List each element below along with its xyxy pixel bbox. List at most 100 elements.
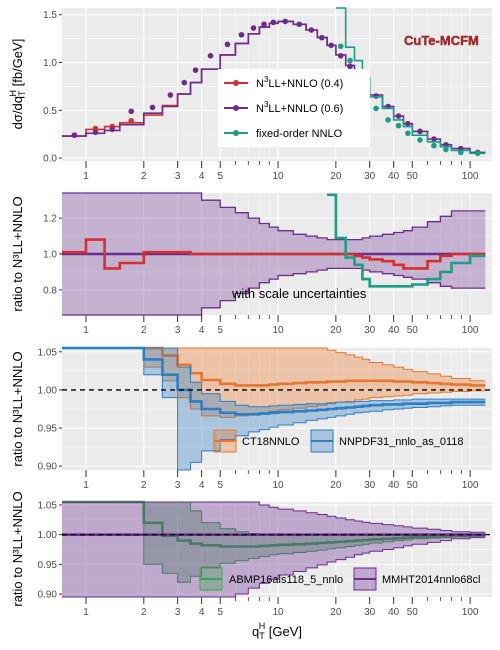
x-tick-label: 2 [141, 325, 147, 336]
legend-pdf-ratio-2: ABMP16als118_5_nnlo MMHT2014nnlo68cl [199, 567, 480, 591]
pdf-uncertainty-band [62, 502, 486, 583]
data-point [207, 53, 214, 59]
data-point [337, 43, 344, 50]
x-tick-label: 5 [217, 171, 223, 182]
data-point [405, 120, 411, 127]
panel-scale-ratio-xticks: 1 2 3 4 5 10 20 30 40 50 100 [83, 315, 479, 336]
y-tick-label: 1.5 [43, 10, 57, 21]
band-lower-edge [62, 347, 486, 471]
x-tick-label: 3 [175, 325, 181, 336]
data-point [92, 129, 99, 136]
data-point [395, 122, 402, 129]
band-upper-edge [143, 347, 486, 382]
data-point [128, 118, 135, 124]
data-point [296, 21, 303, 28]
y-tick-label: 0.0 [43, 154, 57, 165]
panel-pdf-ratio-1-yticks: 0.90 0.95 1.00 1.05 [38, 347, 62, 473]
data-point [71, 132, 78, 138]
data-point [347, 63, 353, 70]
pdf-uncertainty-band [62, 348, 486, 470]
data-point [167, 92, 174, 98]
legend-label: ABMP16als118_5_nnlo [229, 574, 343, 586]
x-tick-label: 10 [272, 171, 284, 182]
data-point [92, 125, 99, 132]
band-lower-edge [143, 366, 486, 418]
panel-pdf-ratio-1-xticks: 1 2 3 4 5 10 20 30 40 50 100 [83, 470, 479, 491]
legend-label: N3LL+NNLO (0.4) [256, 75, 343, 90]
y-axis-label-spectrum: dσ/dqTH [fb/GeV] [8, 39, 27, 130]
data-point [474, 150, 481, 157]
panel-spectrum: 0.0 0.5 1.0 1.5 1 2 3 4 5 10 20 30 40 50 100 dσ/dqTH … [8, 7, 492, 182]
data-point [385, 117, 391, 123]
pdf-central-line [62, 500, 486, 548]
legend-label: CT18NNLO [242, 436, 300, 448]
band-upper-edge [62, 347, 486, 408]
data-point [270, 19, 277, 26]
y-axis-label-pdf-ratio-2: ratio to N³LL+NNLO [10, 491, 25, 606]
panel-pdf-ratio-1: 0.90 0.95 1.00 1.05 1 2 3 4 5 10 20 30 40 50 100 rati… [10, 346, 492, 491]
ratio-series-line [327, 193, 486, 288]
x-tick-label: 4 [199, 171, 205, 182]
y-tick-label: 0.95 [38, 424, 58, 435]
x-tick-label: 1 [83, 607, 89, 618]
data-point [431, 142, 437, 149]
legend-marker [233, 130, 239, 136]
y-axis-label-main: dσ/dq [10, 96, 25, 129]
panel-scale-ratio-yticks: 0.8 1.0 1.2 [43, 214, 62, 296]
x-tick-label: 4 [199, 325, 205, 336]
band-upper-edge [62, 501, 486, 533]
x-tick-label: 50 [407, 607, 419, 618]
x-tick-label: 5 [217, 607, 223, 618]
data-point [128, 108, 135, 115]
data-point [308, 27, 315, 33]
logo-text: CuTe-MCFM [404, 33, 479, 48]
y-tick-label: 1.2 [43, 214, 57, 225]
y-tick-label: 0.90 [38, 590, 58, 601]
panel-pdf-ratio-1-grid [62, 348, 492, 470]
x-tick-label: 30 [364, 480, 376, 491]
data-point [373, 105, 379, 112]
x-tick-label: 20 [330, 171, 342, 182]
x-tick-label: 100 [462, 480, 479, 491]
y-tick-label: 1.0 [43, 58, 57, 69]
y-axis-label-pdf-ratio-1: ratio to N³LL+NNLO [10, 351, 25, 466]
data-point [337, 53, 344, 59]
x-tick-label: 10 [272, 607, 284, 618]
data-point [261, 21, 267, 28]
x-tick-label: 50 [407, 325, 419, 336]
x-axis-label: qTH [GeV] [252, 621, 302, 641]
legend-entry: CT18NNLO [213, 429, 300, 453]
data-point [319, 34, 325, 41]
data-point [224, 41, 231, 48]
legend-label: fixed-order NNLO [256, 128, 343, 140]
data-point [149, 104, 156, 111]
legend-pdf-ratio-1: CT18NNLO NNPDF31_nnlo_as_0118 [213, 429, 464, 453]
y-tick-label: 0.5 [43, 106, 57, 117]
x-tick-label: 40 [388, 325, 400, 336]
pdf-central-line [143, 346, 486, 387]
data-point [417, 128, 423, 135]
band-upper-edge [62, 192, 486, 241]
series-step-line [335, 7, 486, 155]
x-tick-label: 50 [407, 480, 419, 491]
x-tick-label: 100 [462, 607, 479, 618]
x-tick-label: 3 [175, 171, 181, 182]
pdf-uncertainty-band [62, 502, 486, 597]
y-axis-label-scale-ratio: ratio to N³LL+NNLO [10, 196, 25, 311]
data-point [443, 146, 449, 153]
y-axis-label-unit: [fb/GeV] [10, 39, 25, 90]
data-point [373, 93, 379, 99]
x-tick-label: 40 [388, 480, 400, 491]
data-point [238, 31, 245, 38]
panel-scale-ratio: 0.8 1.0 1.2 1 2 3 4 5 10 20 30 40 50 100 ratio to N³… [10, 192, 492, 336]
x-tick-label: 4 [199, 607, 205, 618]
x-tick-label: 50 [407, 171, 419, 182]
x-tick-label: 40 [388, 171, 400, 182]
x-tick-label: 30 [364, 171, 376, 182]
x-tick-label: 1 [83, 325, 89, 336]
legend-entry: fixed-order NNLO [224, 128, 343, 140]
panel-pdf-ratio-2-yticks: 0.90 0.95 1.00 1.05 [38, 500, 62, 601]
x-tick-label: 3 [175, 480, 181, 491]
x-tick-label: 100 [462, 325, 479, 336]
